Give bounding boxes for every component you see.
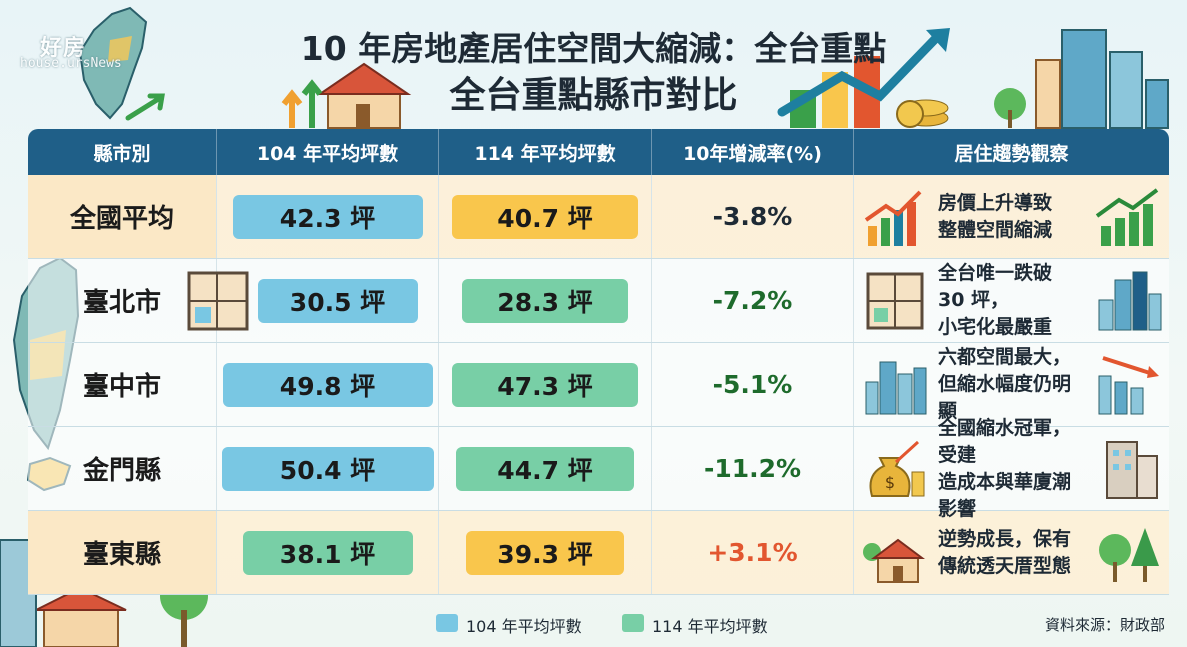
value-114-cell: 47.3 坪 xyxy=(439,343,652,426)
rate-value: -3.8% xyxy=(712,202,793,231)
comparison-table: 縣市別 104 年平均坪數 114 年平均坪數 10年增減率(%) 居住趨勢觀察… xyxy=(28,129,1169,595)
legend-swatch-104 xyxy=(436,614,458,632)
city-skyline-icon xyxy=(865,361,927,414)
rate-cell: -5.1% xyxy=(652,343,854,426)
trend-text: 逆勢成長，保有 傳統透天厝型態 xyxy=(938,527,1072,577)
house-icon xyxy=(316,62,412,129)
rate-cell: -3.8% xyxy=(652,175,854,258)
rising-bar-chart-icon xyxy=(864,190,922,246)
trend-text: 房價上升導致 整體空間縮減 xyxy=(938,191,1053,241)
value-114-pill: 40.7 坪 xyxy=(452,194,638,239)
high-rise-buildings-icon xyxy=(1098,271,1162,330)
region-cell: 臺北市 xyxy=(28,259,217,342)
column-header-114: 114 年平均坪數 xyxy=(439,129,652,175)
rate-value: -7.2% xyxy=(712,286,793,315)
site-logo-subtext: house.ursNews xyxy=(20,56,122,71)
trend-text: 六都空間最大， 但縮水幅度仍明顯 xyxy=(938,346,1072,422)
legend-swatch-114 xyxy=(622,614,644,632)
trend-cell: 逆勢成長，保有 傳統透天厝型態 xyxy=(854,511,1169,594)
value-104-cell: 50.4 坪 xyxy=(217,427,439,510)
rising-chart-icon xyxy=(777,28,950,128)
floorplan-icon xyxy=(187,271,249,331)
table-row: 臺中市 49.8 坪 47.3 坪 -5.1% 六都空間最大， 但縮水幅度仍明顯 xyxy=(28,343,1169,427)
trend-text: 全台唯一跌破 30 坪， 小宅化最嚴重 xyxy=(938,262,1053,338)
page-title: 10 年房地產居住空間大縮減：全台重點 xyxy=(300,29,887,68)
value-114-pill: 44.7 坪 xyxy=(456,446,634,491)
region-label: 臺北市 xyxy=(82,288,161,318)
rate-value: +3.1% xyxy=(707,538,798,567)
value-104-pill: 50.4 坪 xyxy=(221,446,434,491)
rate-cell: -11.2% xyxy=(652,427,854,510)
region-label: 臺中市 xyxy=(82,372,161,402)
region-label: 臺東縣 xyxy=(82,540,161,570)
legend-label-104: 104 年平均坪數 xyxy=(466,617,582,636)
legend-label-114: 114 年平均坪數 xyxy=(652,617,768,636)
growth-chart-icon xyxy=(1095,187,1159,246)
rate-value: -11.2% xyxy=(703,454,802,483)
footer: 104 年平均坪數 114 年平均坪數 資料來源：財政部 xyxy=(0,609,1187,639)
table-row: 金門縣 50.4 坪 44.7 坪 -11.2% $ 全國縮水冠軍，受建 造成本… xyxy=(28,417,1169,520)
city-buildings-icon xyxy=(994,29,1169,129)
declining-chart-icon xyxy=(1098,355,1159,414)
up-arrow-icon xyxy=(281,89,303,128)
growth-arrow-icon xyxy=(125,93,165,121)
value-104-pill: 30.5 坪 xyxy=(257,278,418,323)
region-label: 全國平均 xyxy=(69,204,174,234)
taiwan-map-icon xyxy=(78,6,148,120)
trend-cell: 房價上升導致 整體空間縮減 xyxy=(854,175,1169,258)
rate-cell: -7.2% xyxy=(652,259,854,342)
region-label: 金門縣 xyxy=(82,456,161,486)
value-104-cell: 38.1 坪 xyxy=(217,511,439,594)
trend-cell: $ 全國縮水冠軍，受建 造成本與華廈潮影響 xyxy=(854,417,1169,520)
value-104-cell: 42.3 坪 xyxy=(217,175,439,258)
value-114-cell: 28.3 坪 xyxy=(439,259,652,342)
trees-icon xyxy=(1099,527,1159,582)
value-114-pill: 47.3 坪 xyxy=(452,362,638,407)
value-114-cell: 39.3 坪 xyxy=(439,511,652,594)
site-logo: 好房 xyxy=(40,36,87,61)
house-with-tree-icon xyxy=(863,538,925,583)
svg-text:$: $ xyxy=(885,473,895,492)
value-114-pill: 28.3 坪 xyxy=(462,278,628,323)
table-header: 縣市別 104 年平均坪數 114 年平均坪數 10年增減率(%) 居住趨勢觀察 xyxy=(28,129,1169,175)
trend-cell: 全台唯一跌破 30 坪， 小宅化最嚴重 xyxy=(854,259,1169,342)
rate-value: -5.1% xyxy=(712,370,793,399)
column-header-region: 縣市別 xyxy=(28,129,217,175)
value-104-cell: 30.5 坪 xyxy=(187,259,439,342)
region-cell: 全國平均 xyxy=(28,175,217,258)
floorplan-small-icon xyxy=(866,272,924,329)
value-114-cell: 44.7 坪 xyxy=(439,427,652,510)
table-row: 臺北市 30.5 坪 28.3 坪 -7.2% xyxy=(28,259,1169,343)
column-header-rate: 10年增減率(%) xyxy=(652,129,854,175)
money-bag-icon: $ xyxy=(869,440,925,497)
value-104-cell: 49.8 坪 xyxy=(217,343,439,426)
apartment-building-icon xyxy=(1106,440,1158,499)
value-104-pill: 38.1 坪 xyxy=(242,530,413,575)
page-subtitle: 全台重點縣市對比 xyxy=(449,75,738,116)
column-header-104: 104 年平均坪數 xyxy=(217,129,439,175)
value-114-cell: 40.7 坪 xyxy=(439,175,652,258)
data-source-note: 資料來源：財政部 xyxy=(1044,616,1165,634)
value-104-pill: 42.3 坪 xyxy=(232,194,423,239)
trend-text: 全國縮水冠軍，受建 造成本與華廈潮影響 xyxy=(938,416,1072,520)
trend-cell: 六都空間最大， 但縮水幅度仍明顯 xyxy=(854,343,1169,426)
value-104-pill: 49.8 坪 xyxy=(222,362,433,407)
region-cell: 臺東縣 xyxy=(28,511,217,594)
region-cell: 臺中市 xyxy=(28,343,217,426)
value-114-pill: 39.3 坪 xyxy=(466,530,624,575)
table-row: 臺東縣 38.1 坪 39.3 坪 +3.1% 逆勢成長，保有 傳統透天厝型態 xyxy=(28,511,1169,595)
region-cell: 金門縣 xyxy=(28,427,217,510)
rate-cell: +3.1% xyxy=(652,511,854,594)
column-header-trend: 居住趨勢觀察 xyxy=(954,142,1069,165)
table-row: 全國平均 42.3 坪 40.7 坪 -3.8% 房價上升導致 整體空間縮減 xyxy=(28,175,1169,259)
